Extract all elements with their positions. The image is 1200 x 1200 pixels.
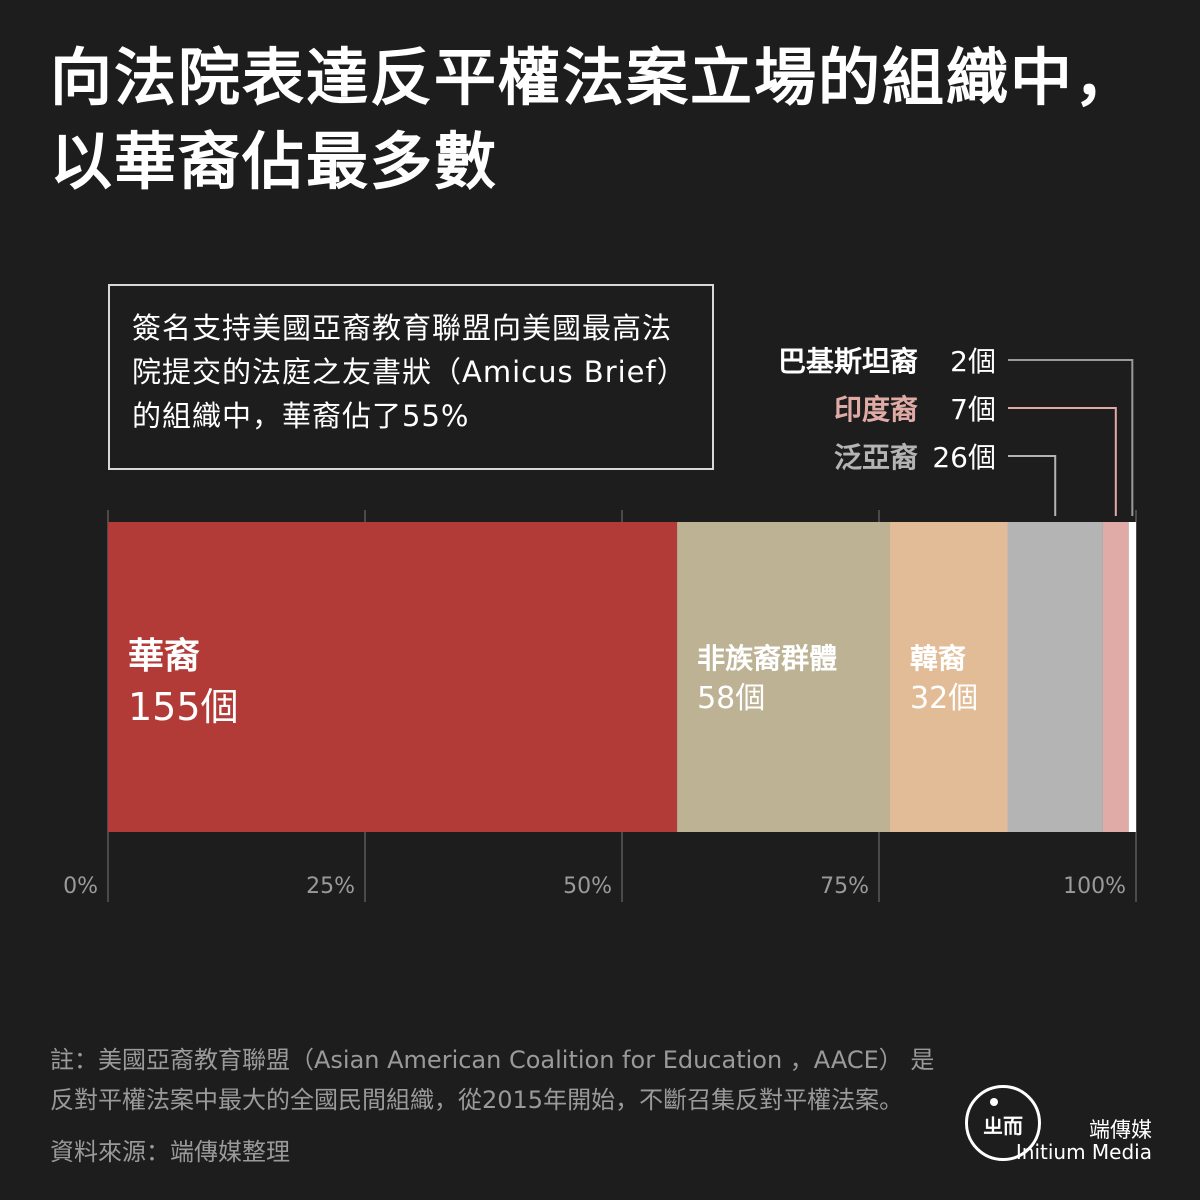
leader-line	[1008, 407, 1117, 516]
segment-name-label: 華裔	[128, 635, 200, 677]
bar-segment-4	[1102, 522, 1129, 832]
x-tick-label: 0%	[63, 874, 98, 899]
leader-value-label: 7個	[950, 393, 996, 426]
bar-segment-1	[677, 522, 891, 832]
segment-value-label: 32個	[910, 681, 978, 716]
x-tick-label: 25%	[306, 874, 355, 899]
bar-segment-3	[1007, 522, 1103, 832]
leader-value-label: 26個	[932, 441, 996, 474]
brand-name-en: Initium Media	[1015, 1140, 1152, 1164]
segment-value-label: 58個	[697, 681, 765, 716]
logo-glyph: ㄓ而	[983, 1114, 1023, 1138]
segment-name-label: 非族裔群體	[697, 642, 837, 675]
x-tick-label: 100%	[1063, 874, 1126, 899]
segment-name-label: 韓裔	[910, 642, 966, 675]
leader-name-label: 泛亞裔	[834, 441, 918, 474]
leader-line	[1008, 455, 1057, 516]
x-tick-label: 75%	[820, 874, 869, 899]
bar-segment-5	[1128, 522, 1136, 832]
bar-segment-2	[890, 522, 1008, 832]
footnote: 註：美國亞裔教育聯盟（Asian American Coalition for …	[50, 1046, 935, 1114]
leader-name-label: 印度裔	[834, 393, 918, 426]
initium-logo-icon: ㄓ而	[965, 1085, 1041, 1161]
segment-value-label: 155個	[128, 685, 239, 729]
logo-dot	[990, 1098, 998, 1106]
brand-name-zh: 端傳媒	[1089, 1118, 1152, 1142]
chart-title: 向法院表達反平權法案立場的組織中，以華裔佔最多數	[50, 41, 1139, 198]
source-note: 資料來源：端傳媒整理	[50, 1138, 290, 1166]
callout-box: 簽名支持美國亞裔教育聯盟向美國最高法院提交的法庭之友書狀（Amicus Brie…	[108, 284, 714, 470]
leader-line	[1008, 359, 1134, 516]
leader-name-label: 巴基斯坦裔	[778, 345, 918, 378]
x-tick-label: 50%	[563, 874, 612, 899]
bar-segment-0	[108, 522, 678, 832]
leader-value-label: 2個	[950, 345, 996, 378]
